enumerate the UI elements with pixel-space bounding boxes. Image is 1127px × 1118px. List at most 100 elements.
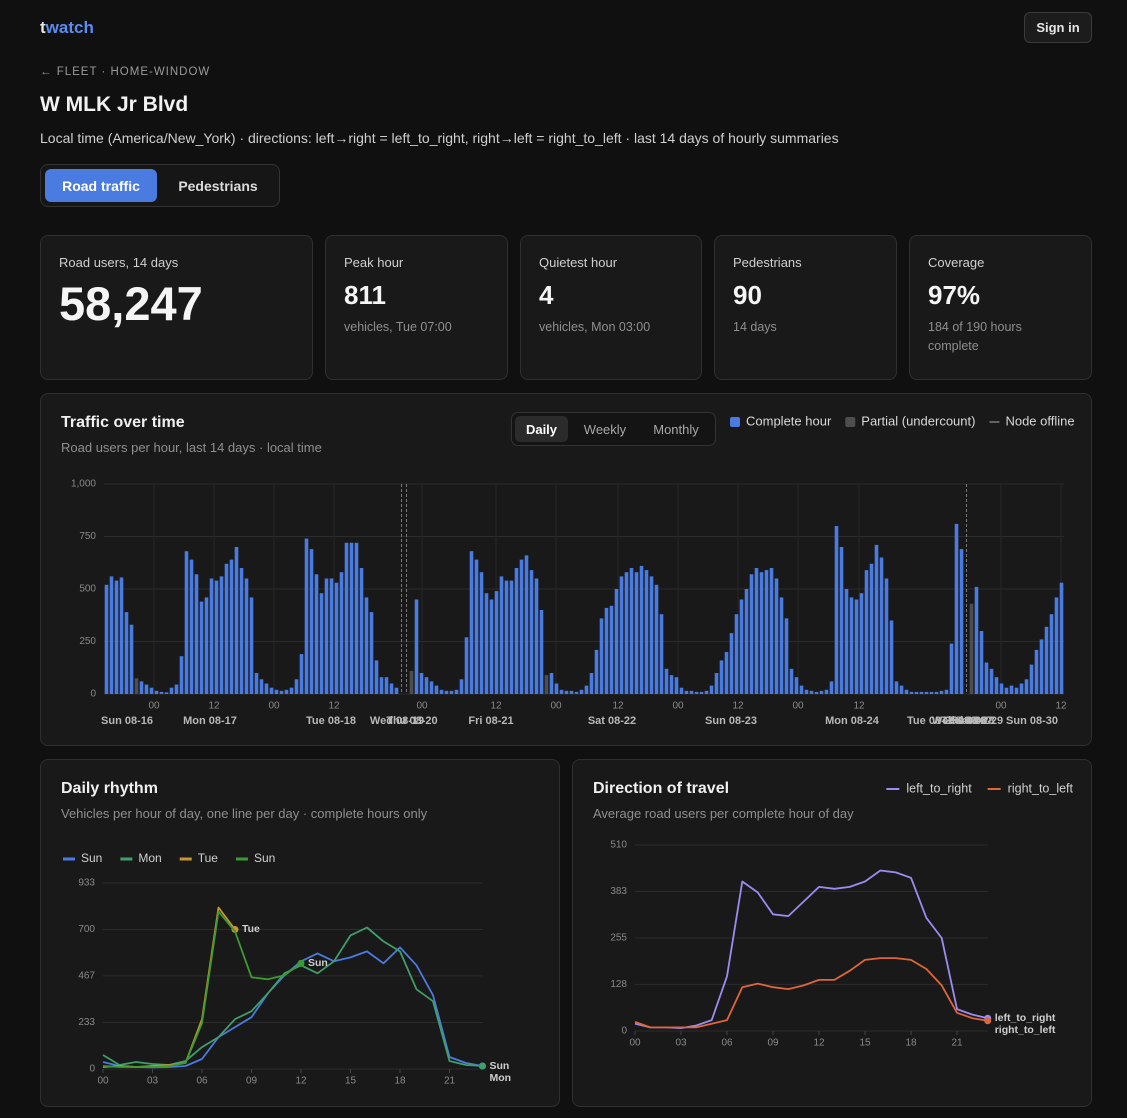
bar xyxy=(489,599,494,694)
view-button[interactable]: Weekly xyxy=(572,416,638,442)
bar xyxy=(144,684,149,694)
bar xyxy=(429,681,434,694)
bar xyxy=(919,691,924,694)
x-tick-label: 00 xyxy=(550,701,562,712)
day-label: Tue 08-25 xyxy=(907,715,957,727)
bar xyxy=(1014,687,1019,694)
bar xyxy=(959,549,964,694)
stat-note: vehicles, Mon 03:00 xyxy=(539,320,651,334)
tab[interactable]: Pedestrians xyxy=(161,169,275,202)
bar xyxy=(714,673,719,694)
bar xyxy=(229,559,234,694)
bar xyxy=(434,685,439,694)
tab-group: Road traffic Pedestrians xyxy=(40,164,280,207)
legend-label: Complete hour xyxy=(746,413,832,428)
bar xyxy=(579,689,584,694)
bar xyxy=(999,683,1004,694)
bar xyxy=(134,678,139,694)
view-toggle: Daily Weekly Monthly xyxy=(511,412,716,446)
view-button[interactable]: Daily xyxy=(515,416,568,442)
legend-label: Tue xyxy=(198,851,219,865)
chart-panel: 0 128 255 383 510 00 03 06 09 12 15 18 21 left_to_rig… xyxy=(572,759,1092,1107)
stat-card: Quietest hour 4 vehicles, Mon 03:00 xyxy=(520,235,702,380)
breadcrumb[interactable]: ← FLEET · HOME-WINDOW xyxy=(40,66,211,78)
bar xyxy=(884,578,889,694)
bar xyxy=(499,576,504,694)
bar xyxy=(539,610,544,694)
bar xyxy=(589,673,594,694)
bar xyxy=(114,580,119,694)
tab[interactable]: Road traffic xyxy=(45,169,157,202)
x-tick-label: 12 xyxy=(295,1076,307,1087)
bar xyxy=(729,633,734,694)
bar xyxy=(239,568,244,694)
bar xyxy=(744,589,749,694)
bar xyxy=(739,599,744,694)
bar xyxy=(549,673,554,694)
stat-label: Peak hour xyxy=(344,255,404,270)
chart-title: Direction of travel xyxy=(593,780,730,797)
stat-card: Pedestrians 90 14 days xyxy=(714,235,897,380)
bar xyxy=(104,584,109,694)
legend-label: Sun xyxy=(254,851,275,865)
brand-rest: watch xyxy=(45,18,94,37)
chart-panel: 0 233 467 700 933 00 03 06 09 12 15 18 21 Sun Mon Tue Su… xyxy=(40,759,560,1107)
bar xyxy=(584,685,589,694)
bar xyxy=(979,631,984,694)
bar xyxy=(699,691,704,694)
bar xyxy=(444,690,449,694)
legend-label: right_to_left xyxy=(1008,781,1074,795)
bar xyxy=(874,544,879,694)
bar xyxy=(594,649,599,694)
day-label: Sat 08-29 xyxy=(955,715,1003,727)
bar xyxy=(869,563,874,694)
bar xyxy=(924,691,929,694)
stat-card: Coverage 97% 184 of 190 hours complete xyxy=(909,235,1092,380)
bar xyxy=(734,614,739,694)
bar xyxy=(954,523,959,694)
bar xyxy=(179,656,184,694)
chart-title: Traffic over time xyxy=(61,414,185,431)
bar xyxy=(689,690,694,694)
y-tick-label: 255 xyxy=(610,933,627,944)
bar xyxy=(299,654,304,694)
x-tick-label: 15 xyxy=(345,1076,357,1087)
day-label: Sun 08-16 xyxy=(101,715,153,727)
page-title: W MLK Jr Blvd xyxy=(40,93,189,116)
y-tick-label: 0 xyxy=(90,689,96,700)
end-label: left_to_right xyxy=(995,1012,1056,1024)
bar xyxy=(1054,597,1059,694)
sign-in-button[interactable]: Sign in xyxy=(1024,12,1092,43)
brand-t: t xyxy=(40,18,46,37)
bar xyxy=(769,568,774,694)
bar xyxy=(259,679,264,694)
bar xyxy=(1029,664,1034,694)
bar xyxy=(814,691,819,694)
bar xyxy=(304,538,309,694)
x-tick-label: 12 xyxy=(612,701,624,712)
stat-card: Road users, 14 days 58,247 xyxy=(40,235,313,380)
bar xyxy=(994,677,999,694)
bar xyxy=(149,687,154,694)
bar xyxy=(339,572,344,694)
day-label: Sat 08-22 xyxy=(588,715,636,727)
x-tick-label: 12 xyxy=(1055,701,1067,712)
view-button[interactable]: Monthly xyxy=(640,416,712,442)
bar xyxy=(464,637,469,694)
chart-subtitle: Road users per hour, last 14 days · loca… xyxy=(61,440,322,455)
y-tick-label: 1,000 xyxy=(71,479,96,490)
bar xyxy=(364,597,369,694)
bar xyxy=(119,577,124,694)
brand[interactable]: twatch xyxy=(40,18,94,38)
bar xyxy=(634,572,639,694)
bar xyxy=(784,618,789,694)
bar xyxy=(469,551,474,694)
stat-label: Quietest hour xyxy=(539,255,618,270)
bar xyxy=(879,557,884,694)
bar xyxy=(234,547,239,694)
bar xyxy=(319,593,324,694)
bar xyxy=(1019,683,1024,694)
x-tick-label: 00 xyxy=(416,701,428,712)
bar xyxy=(719,660,724,694)
bar xyxy=(139,681,144,694)
